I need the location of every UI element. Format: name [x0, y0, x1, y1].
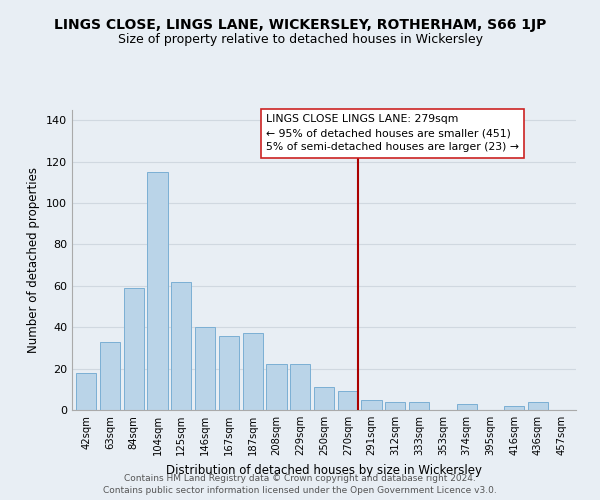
Bar: [195, 327, 215, 410]
Bar: [124, 288, 144, 410]
Bar: [338, 392, 358, 410]
Bar: [219, 336, 239, 410]
Bar: [457, 404, 477, 410]
Bar: [171, 282, 191, 410]
Bar: [528, 402, 548, 410]
Bar: [100, 342, 120, 410]
Bar: [76, 373, 97, 410]
Text: Contains HM Land Registry data © Crown copyright and database right 2024.
Contai: Contains HM Land Registry data © Crown c…: [103, 474, 497, 495]
Bar: [290, 364, 310, 410]
Bar: [266, 364, 287, 410]
Bar: [314, 387, 334, 410]
Bar: [361, 400, 382, 410]
Text: LINGS CLOSE LINGS LANE: 279sqm
← 95% of detached houses are smaller (451)
5% of : LINGS CLOSE LINGS LANE: 279sqm ← 95% of …: [266, 114, 519, 152]
Bar: [409, 402, 429, 410]
Text: Size of property relative to detached houses in Wickersley: Size of property relative to detached ho…: [118, 32, 482, 46]
Bar: [385, 402, 406, 410]
Bar: [148, 172, 167, 410]
Text: LINGS CLOSE, LINGS LANE, WICKERSLEY, ROTHERHAM, S66 1JP: LINGS CLOSE, LINGS LANE, WICKERSLEY, ROT…: [54, 18, 546, 32]
X-axis label: Distribution of detached houses by size in Wickersley: Distribution of detached houses by size …: [166, 464, 482, 476]
Y-axis label: Number of detached properties: Number of detached properties: [28, 167, 40, 353]
Bar: [504, 406, 524, 410]
Bar: [242, 334, 263, 410]
